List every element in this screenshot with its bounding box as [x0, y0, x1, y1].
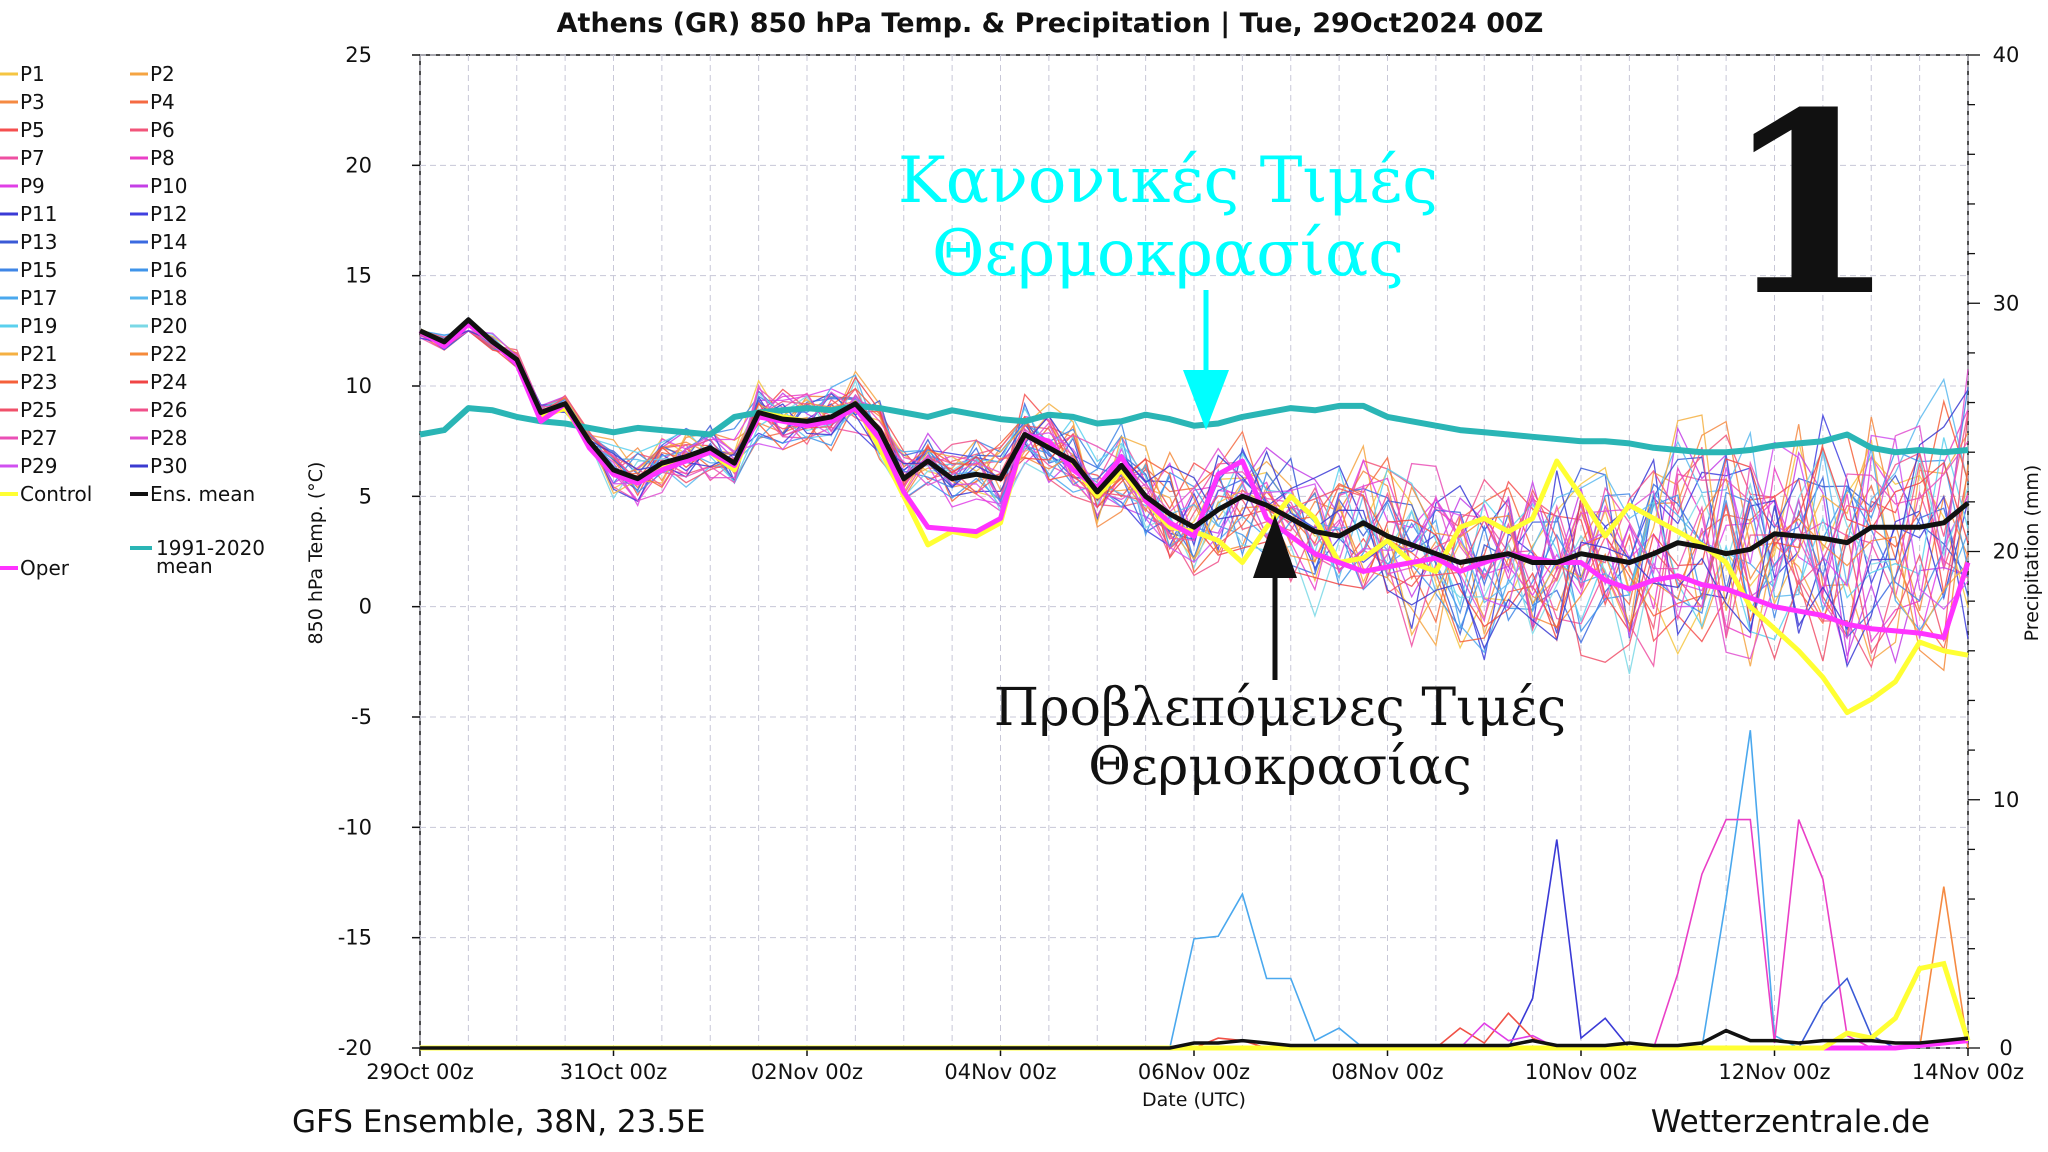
legend-label: P16	[150, 258, 188, 282]
legend-label: P21	[20, 342, 58, 366]
legend-label: P29	[20, 454, 58, 478]
x-tick-label: 06Nov 00z	[1138, 1060, 1250, 1084]
legend-label: P14	[150, 230, 188, 254]
x-tick-label: 29Oct 00z	[366, 1060, 473, 1084]
x-tick-label: 02Nov 00z	[751, 1060, 863, 1084]
legend-label: P25	[20, 398, 58, 422]
precip-member-line	[1459, 1022, 1558, 1049]
legend: P1 P2 P3 P4 P5 P6 P7 P8 P9 P10 P11 P12 P13 P14 P15 P16 P…	[0, 62, 265, 580]
legend-label: P15	[20, 258, 58, 282]
x-tick-label: 08Nov 00z	[1331, 1060, 1443, 1084]
legend-label: P28	[150, 426, 188, 450]
legend-label: P17	[20, 286, 58, 310]
y-tick-label: 20	[345, 153, 372, 177]
legend-label: P3	[20, 90, 45, 114]
precip-member-line	[1169, 892, 1364, 1049]
annotation-forecast-arrow	[1253, 515, 1297, 680]
member-line	[419, 330, 1969, 604]
member-line	[419, 330, 1969, 672]
x-tick-label: 14Nov 00z	[1912, 1060, 2024, 1084]
precip-mean-line	[420, 1028, 1969, 1050]
y-tick-label: -10	[338, 815, 372, 839]
y-tick-label: 15	[345, 264, 372, 288]
y2-tick-label: 0	[1999, 1036, 2012, 1060]
y-tick-label: -20	[338, 1036, 372, 1060]
legend-label: P4	[150, 90, 175, 114]
legend-label: P6	[150, 118, 175, 142]
legend-label: P26	[150, 398, 188, 422]
main-series	[418, 317, 1971, 716]
legend-label: P8	[150, 146, 175, 170]
legend-label: P23	[20, 370, 58, 394]
legend-label: P9	[20, 174, 45, 198]
legend-label: P2	[150, 62, 175, 86]
precip-member-line	[1193, 1011, 1558, 1049]
x-tick-label: 10Nov 00z	[1525, 1060, 1637, 1084]
legend-label: P7	[20, 146, 45, 170]
legend-label: P24	[150, 370, 188, 394]
legend-label: P20	[150, 314, 188, 338]
legend-label: P19	[20, 314, 58, 338]
y2-tick-label: 20	[1993, 540, 2020, 564]
y2-tick-label: 30	[1993, 291, 2020, 315]
legend-label: P13	[20, 230, 58, 254]
oper-line	[418, 321, 1971, 641]
y2-tick-label: 10	[1993, 788, 2020, 812]
y-tick-label: 5	[359, 484, 372, 508]
precip-member-line	[1918, 886, 1969, 1049]
legend-oper-label: Oper	[20, 556, 70, 580]
y-tick-label: 0	[359, 595, 372, 619]
y-tick-label: 10	[345, 374, 372, 398]
legend-label: P27	[20, 426, 58, 450]
legend-label: P1	[20, 62, 45, 86]
climo-mean-line	[419, 402, 1969, 456]
y-tick-label: -5	[351, 705, 372, 729]
footer-brand: Wetterzentrale.de	[1651, 1104, 1930, 1140]
annotation-forecast-line1: Προβλεπόμενες Τιμές	[994, 678, 1567, 738]
footer-source: GFS Ensemble, 38N, 23.5E	[292, 1104, 706, 1140]
member-line	[419, 330, 1969, 638]
precip-member-line	[1507, 839, 1631, 1049]
legend-label: P18	[150, 286, 188, 310]
legend-label: P10	[150, 174, 188, 198]
axes: 29Oct 00z 31Oct 00z 02Nov 00z 04Nov 00z 06No…	[338, 43, 2024, 1084]
y2-axis-label: Precipitation (mm)	[2021, 465, 2043, 642]
x-tick-label: 12Nov 00z	[1718, 1060, 1830, 1084]
legend-label: P22	[150, 342, 188, 366]
legend-label: P12	[150, 202, 188, 226]
legend-label: P11	[20, 202, 58, 226]
legend-climo-label-1: 1991-2020	[156, 536, 265, 560]
legend-label: P30	[150, 454, 188, 478]
ens-mean-line	[418, 317, 1970, 565]
member-line	[419, 330, 1969, 637]
x-tick-label: 31Oct 00z	[560, 1060, 667, 1084]
x-axis-label: Date (UTC)	[1142, 1089, 1246, 1111]
annotation-normal-line1: Κανονικές Τιμές	[898, 144, 1438, 218]
y-axis-label: 850 hPa Temp. (°C)	[305, 462, 327, 645]
annotation-normal-arrow	[1183, 290, 1229, 430]
legend-climo-label-2: mean	[156, 554, 213, 578]
annotation-normal-line2: Θερμοκρασίας	[932, 217, 1404, 291]
x-tick-label: 04Nov 00z	[944, 1060, 1056, 1084]
member-line	[419, 330, 1969, 669]
y-tick-label: 25	[345, 43, 372, 67]
annotation-forecast-line2: Θερμοκρασίας	[1088, 737, 1472, 797]
chart-title: Athens (GR) 850 hPa Temp. & Precipitatio…	[557, 8, 1544, 39]
precip-member-line	[1652, 818, 1872, 1049]
precip-series	[420, 730, 1971, 1051]
legend-label: P5	[20, 118, 45, 142]
y-tick-label: -15	[338, 926, 372, 950]
member-line	[419, 330, 1969, 668]
y2-tick-label: 40	[1993, 43, 2020, 67]
legend-control-label: Control	[20, 482, 92, 506]
legend-mean-label: Ens. mean	[150, 482, 255, 506]
annotation-big-number: 1	[1723, 57, 1897, 351]
